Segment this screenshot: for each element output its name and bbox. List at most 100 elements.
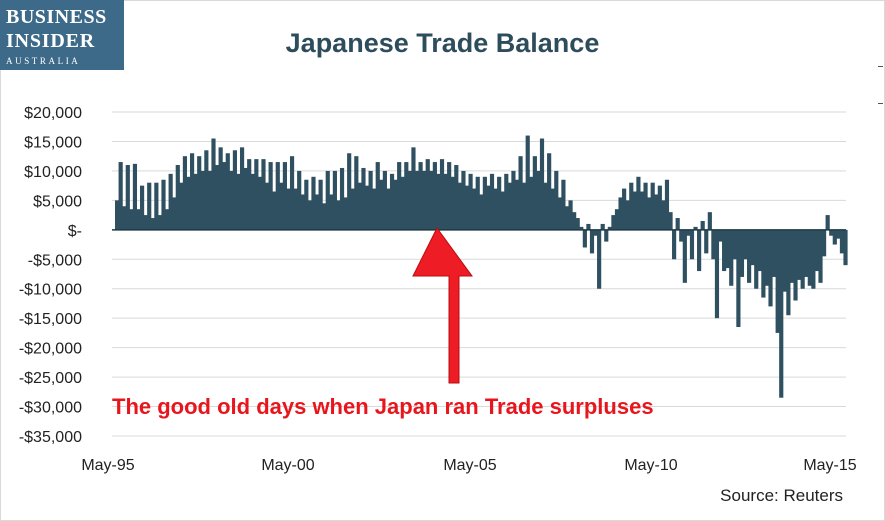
bar [414, 170, 420, 230]
bar [272, 191, 277, 230]
bar [522, 182, 527, 230]
bar [214, 165, 220, 230]
bar [239, 147, 245, 230]
bar [218, 147, 223, 230]
bar [561, 179, 566, 230]
bar [389, 173, 395, 230]
bar [811, 229, 816, 289]
bar [589, 229, 595, 254]
bar [211, 138, 216, 230]
red-arrow-icon [412, 227, 473, 384]
bar [711, 229, 716, 260]
bar [143, 215, 148, 230]
bar [607, 226, 612, 230]
annotation-text: The good old days when Japan ran Trade s… [112, 394, 654, 419]
bar [404, 162, 409, 230]
bar [725, 229, 730, 269]
bar [614, 209, 620, 230]
bar [229, 170, 234, 230]
y-tick-label: -$15,000 [19, 311, 82, 328]
bar [168, 173, 173, 230]
bar [325, 170, 330, 230]
bar [639, 191, 645, 230]
bar [504, 173, 509, 230]
y-tick-label: -$25,000 [19, 370, 82, 387]
bar [586, 223, 591, 230]
bar [550, 188, 555, 230]
bar [347, 153, 352, 230]
bar [322, 203, 327, 230]
y-tick-label: $20,000 [24, 105, 82, 122]
bar [779, 229, 784, 398]
bar [204, 150, 209, 230]
x-tick-label: May-00 [261, 457, 314, 474]
bar [643, 182, 648, 230]
bar [768, 229, 773, 307]
bar [279, 182, 284, 230]
bar [429, 170, 434, 230]
bar [479, 194, 484, 230]
bar [125, 165, 130, 230]
bar [439, 159, 445, 230]
bar [140, 185, 145, 230]
bar [361, 167, 366, 230]
bar [697, 229, 702, 272]
bar [754, 229, 759, 289]
bar [329, 194, 334, 230]
bar [450, 176, 455, 230]
business-insider-logo: BUSINESS INSIDER AUSTRALIA [0, 0, 124, 70]
bar [729, 229, 734, 286]
bar [172, 197, 177, 230]
bar [343, 197, 348, 230]
bar [222, 162, 227, 230]
bar [311, 176, 316, 230]
bar [579, 226, 584, 230]
bar [829, 229, 834, 236]
bar [372, 188, 377, 230]
edge-tick-mark [878, 103, 883, 104]
bar [447, 162, 452, 230]
bar [115, 200, 120, 230]
bar [764, 229, 770, 286]
bar [357, 182, 362, 230]
bar [407, 170, 412, 230]
bar [297, 170, 302, 230]
bar [686, 229, 691, 236]
bar [618, 197, 623, 230]
bar [657, 185, 662, 230]
bar [682, 229, 687, 283]
bar [254, 159, 259, 230]
bar [236, 173, 241, 230]
bar [622, 188, 627, 230]
bar [314, 194, 320, 230]
bar [482, 176, 487, 230]
bar [536, 170, 541, 230]
bar [650, 182, 655, 230]
bar [304, 179, 309, 230]
bar [797, 229, 802, 280]
bar [800, 229, 805, 289]
bar [704, 229, 709, 254]
y-tick-label: -$5,000 [28, 252, 82, 269]
bar [354, 156, 359, 230]
y-tick-label: $15,000 [24, 134, 82, 151]
bar [457, 182, 462, 230]
x-tick-label: May-15 [803, 457, 856, 474]
bar [250, 173, 255, 230]
bar [432, 162, 437, 230]
bar [182, 156, 188, 230]
bar [661, 200, 666, 230]
bar [593, 229, 598, 236]
bar [350, 188, 355, 230]
bar [739, 229, 745, 277]
x-tick-label: May-10 [624, 457, 677, 474]
bar [750, 229, 755, 266]
bar [268, 162, 273, 230]
bar [293, 188, 298, 230]
bar [382, 170, 387, 230]
bar [339, 167, 345, 230]
y-tick-label: $5,000 [33, 193, 82, 210]
bar [332, 170, 337, 230]
bar [318, 179, 323, 230]
